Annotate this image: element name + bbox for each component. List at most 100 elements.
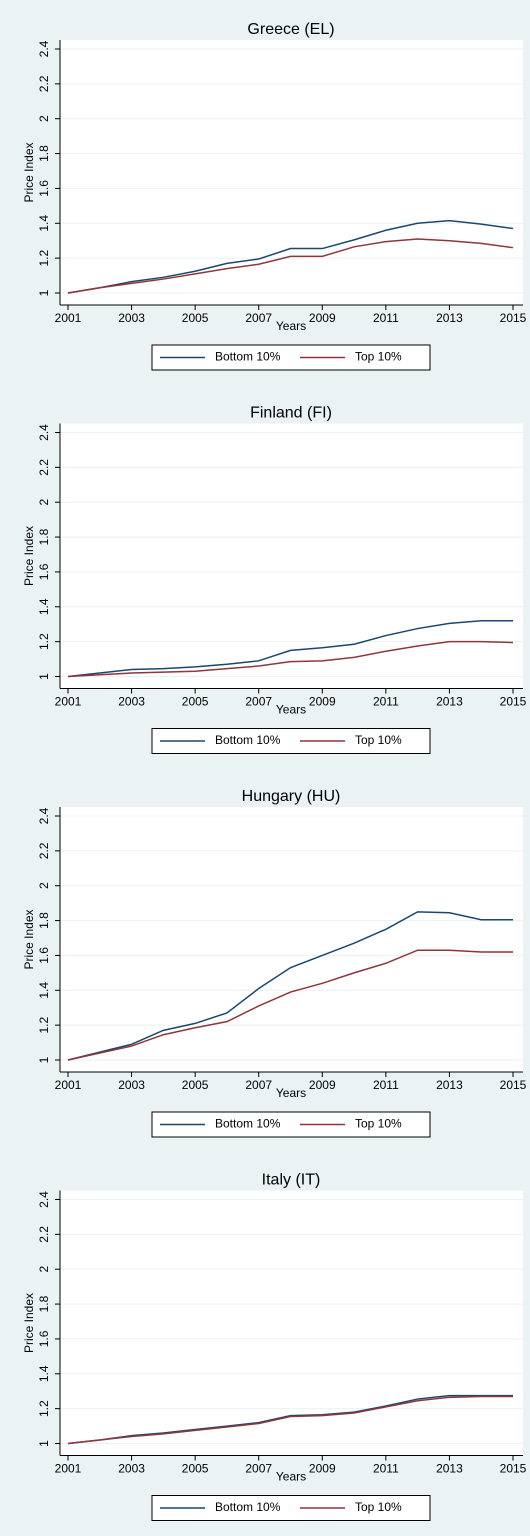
y-tick-label: 1.2 <box>37 633 51 650</box>
x-tick-label: 2003 <box>118 695 145 709</box>
legend-label: Top 10% <box>355 1117 402 1131</box>
chart-title: Greece (EL) <box>247 21 334 38</box>
y-tick-label: 2.4 <box>37 807 51 824</box>
legend-label: Top 10% <box>355 350 402 364</box>
y-tick-label: 1.6 <box>37 563 51 580</box>
x-tick-label: 2007 <box>245 311 272 325</box>
x-tick-label: 2007 <box>245 1462 272 1476</box>
y-tick-label: 1.8 <box>37 1295 51 1312</box>
legend-label: Bottom 10% <box>215 733 281 747</box>
y-tick-label: 1.4 <box>37 598 51 615</box>
series-line <box>67 238 514 294</box>
y-tick-label: 2.2 <box>37 75 51 92</box>
plot-area <box>60 40 523 305</box>
y-tick-label: 1 <box>37 673 51 680</box>
x-tick-label: 2013 <box>436 1078 463 1092</box>
y-axis-label: Price Index <box>22 1293 36 1353</box>
y-tick-label: 2 <box>37 499 51 506</box>
legend-label: Bottom 10% <box>215 350 281 364</box>
x-tick-label: 2003 <box>118 311 145 325</box>
y-tick-label: 2.2 <box>37 1226 51 1243</box>
y-tick-label: 2 <box>37 882 51 889</box>
y-tick-label: 1 <box>37 289 51 296</box>
y-tick-label: 1.4 <box>37 1365 51 1382</box>
chart-panel: Hungary (HU) 1 1.2 1.4 1.6 1.8 2 2.2 2.4 2001 2003… <box>22 788 527 1138</box>
series-line <box>67 911 513 1061</box>
x-tick-label: 2011 <box>373 311 399 325</box>
x-tick-label: 2013 <box>436 311 463 325</box>
y-tick-label: 1.4 <box>37 215 51 232</box>
x-tick-label: 2005 <box>182 1462 209 1476</box>
x-tick-label: 2005 <box>182 695 209 709</box>
y-tick-label: 1.8 <box>37 912 51 929</box>
x-tick-label: 2007 <box>245 1078 272 1092</box>
y-tick-label: 1.6 <box>37 180 51 197</box>
series-line <box>67 640 514 678</box>
y-tick-label: 1.8 <box>37 528 51 545</box>
x-tick-label: 2001 <box>55 311 82 325</box>
y-tick-label: 1 <box>37 1440 51 1447</box>
series-line <box>67 1395 513 1445</box>
x-tick-label: 2001 <box>55 1078 82 1092</box>
y-tick-label: 2.4 <box>37 424 51 441</box>
series-line <box>67 949 513 1061</box>
plot-area <box>60 807 523 1072</box>
chart-panel: Italy (IT) 1 1.2 1.4 1.6 1.8 2 2.2 2.4 2001 2003 20… <box>22 1172 527 1521</box>
x-tick-label: 2015 <box>500 1462 527 1476</box>
legend: Bottom 10% Top 10% <box>151 344 431 371</box>
x-tick-label: 2015 <box>500 311 527 325</box>
chart-panel: Finland (FI) 1 1.2 1.4 1.6 1.8 2 2.2 2.4 2001 2003… <box>22 405 527 754</box>
x-tick-label: 2011 <box>373 1078 399 1092</box>
x-tick-label: 2003 <box>118 1078 145 1092</box>
legend: Bottom 10% Top 10% <box>151 1495 431 1521</box>
legend: Bottom 10% Top 10% <box>151 728 431 754</box>
legend-label: Top 10% <box>355 733 402 747</box>
x-axis-label: Years <box>276 1470 306 1484</box>
legend: Bottom 10% Top 10% <box>151 1111 431 1138</box>
x-tick-label: 2009 <box>309 311 336 325</box>
legend-label: Bottom 10% <box>215 1117 281 1131</box>
x-tick-label: 2013 <box>436 1462 463 1476</box>
y-axis-label: Price Index <box>22 526 36 586</box>
y-axis-label: Price Index <box>22 142 36 202</box>
y-tick-label: 1.4 <box>37 982 51 999</box>
x-tick-label: 2005 <box>182 1078 209 1092</box>
x-tick-label: 2011 <box>373 695 399 709</box>
x-axis-label: Years <box>276 319 306 333</box>
x-tick-label: 2009 <box>309 1078 336 1092</box>
x-tick-label: 2001 <box>55 1462 82 1476</box>
x-tick-label: 2013 <box>436 695 463 709</box>
series-line <box>67 1394 513 1445</box>
y-tick-label: 2 <box>37 1266 51 1273</box>
y-tick-label: 1.2 <box>37 249 51 266</box>
chart-title: Finland (FI) <box>250 405 332 422</box>
series-line <box>67 219 514 294</box>
y-tick-label: 1.6 <box>37 947 51 964</box>
x-tick-label: 2011 <box>373 1462 399 1476</box>
y-tick-label: 2.2 <box>37 459 51 476</box>
x-axis-label: Years <box>276 1086 306 1100</box>
y-tick-label: 1.8 <box>37 145 51 162</box>
plot-area <box>60 423 523 689</box>
y-tick-label: 2.2 <box>37 842 51 859</box>
y-tick-label: 1 <box>37 1056 51 1063</box>
x-tick-label: 2005 <box>182 311 209 325</box>
y-tick-label: 1.2 <box>37 1400 51 1417</box>
legend-label: Top 10% <box>355 1500 402 1514</box>
series-line <box>67 619 513 678</box>
x-tick-label: 2003 <box>118 1462 145 1476</box>
y-tick-label: 1.2 <box>37 1016 51 1033</box>
y-tick-label: 2.4 <box>37 40 51 57</box>
x-axis-label: Years <box>276 703 306 717</box>
x-tick-label: 2007 <box>245 695 272 709</box>
y-axis-label: Price Index <box>22 909 36 969</box>
x-tick-label: 2015 <box>500 695 527 709</box>
y-tick-label: 2.4 <box>37 1191 51 1208</box>
legend-label: Bottom 10% <box>215 1500 281 1514</box>
y-tick-label: 1.6 <box>37 1330 51 1347</box>
x-tick-label: 2009 <box>309 1462 336 1476</box>
chart-title: Italy (IT) <box>262 1172 321 1189</box>
x-tick-label: 2009 <box>309 695 336 709</box>
